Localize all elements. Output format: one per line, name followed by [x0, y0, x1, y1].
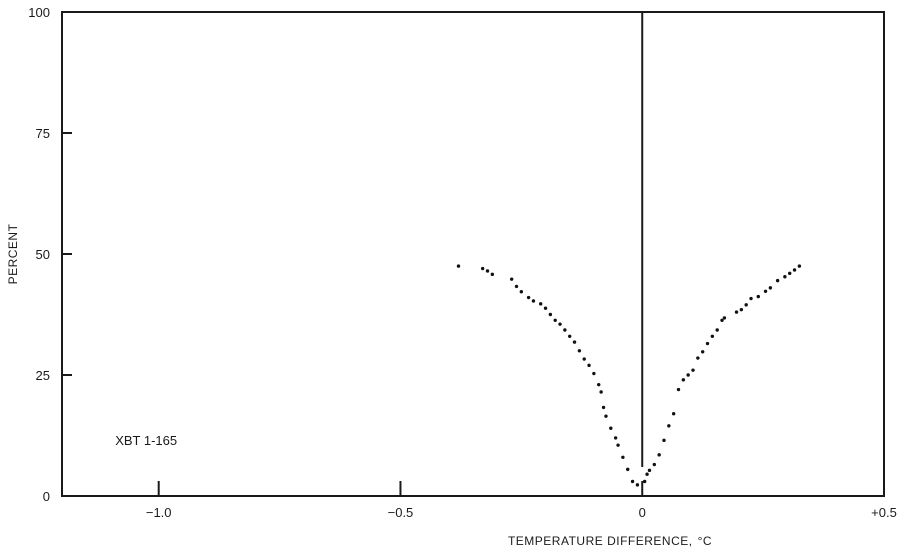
data-point: [788, 271, 792, 276]
data-point: [480, 266, 485, 271]
data-point: [597, 382, 601, 387]
data-point: [722, 316, 727, 320]
data-point: [797, 264, 802, 268]
data-point: [744, 303, 748, 307]
data-point: [509, 277, 514, 281]
data-point: [768, 286, 773, 290]
data-point: [657, 453, 661, 457]
y-axis-label: PERCENT: [6, 223, 20, 284]
plot-frame: [61, 11, 885, 497]
data-point: [667, 424, 671, 428]
data-point: [756, 294, 760, 299]
data-point: [734, 310, 739, 314]
data-point: [691, 368, 695, 372]
data-point: [563, 328, 567, 332]
y-tick-label: 50: [36, 247, 50, 262]
data-point: [645, 472, 649, 476]
data-point: [485, 269, 490, 273]
x-tick-label: −1.0: [146, 505, 172, 520]
data-point: [604, 414, 608, 418]
x-tick-label: 0: [639, 505, 646, 520]
data-point: [705, 341, 710, 346]
data-point: [613, 436, 618, 440]
data-point: [543, 306, 548, 310]
x-axis-label-unit: °C: [698, 534, 712, 548]
data-point: [616, 443, 620, 447]
data-point: [558, 322, 562, 326]
x-tick-label: +0.5: [871, 505, 897, 520]
data-point: [635, 483, 640, 487]
data-point: [783, 275, 787, 279]
data-point: [715, 328, 719, 332]
series-annotation: XBT 1-165: [115, 433, 177, 448]
data-point: [749, 296, 753, 301]
data-point: [686, 373, 690, 377]
data-points: [456, 264, 802, 487]
data-point: [568, 334, 572, 338]
data-point: [630, 479, 635, 484]
x-axis-label-text: TEMPERATURE DIFFERENCE,: [508, 534, 693, 548]
axes: 0 25 50 75 100 −1.0 −0.5 0 +0.5 XBT 1-165: [28, 5, 897, 520]
data-point: [519, 290, 524, 294]
data-point: [572, 340, 577, 344]
data-point: [671, 412, 676, 416]
y-tick-label: 100: [28, 5, 50, 20]
data-point: [526, 295, 531, 300]
x-tick-label: −0.5: [388, 505, 414, 520]
data-point: [681, 378, 686, 382]
data-point: [696, 356, 700, 360]
data-point: [592, 371, 596, 376]
data-point: [647, 468, 652, 473]
data-point: [587, 363, 591, 368]
data-point: [642, 479, 647, 484]
data-point: [599, 390, 603, 394]
y-tick-label: 25: [36, 368, 50, 383]
data-point: [577, 349, 582, 353]
data-point: [662, 438, 666, 443]
data-point: [676, 387, 681, 392]
data-point: [601, 405, 606, 410]
data-point: [531, 299, 536, 303]
data-point: [514, 284, 519, 289]
data-point: [538, 302, 543, 306]
data-point: [739, 307, 744, 312]
data-point: [720, 318, 724, 323]
data-point: [621, 455, 625, 459]
data-point: [626, 467, 630, 472]
data-point: [456, 264, 461, 268]
data-point: [609, 426, 613, 430]
data-point: [490, 272, 495, 277]
data-point: [652, 462, 657, 467]
data-point: [710, 334, 715, 338]
data-point: [700, 350, 705, 354]
data-point: [548, 312, 553, 317]
data-point: [792, 268, 797, 272]
x-axis-label: TEMPERATURE DIFFERENCE, °C: [508, 534, 712, 548]
data-point: [553, 318, 557, 323]
y-tick-label: 0: [43, 489, 50, 504]
data-point: [763, 289, 768, 293]
data-point: [582, 357, 586, 361]
data-point: [775, 278, 780, 283]
y-tick-label: 75: [36, 126, 50, 141]
